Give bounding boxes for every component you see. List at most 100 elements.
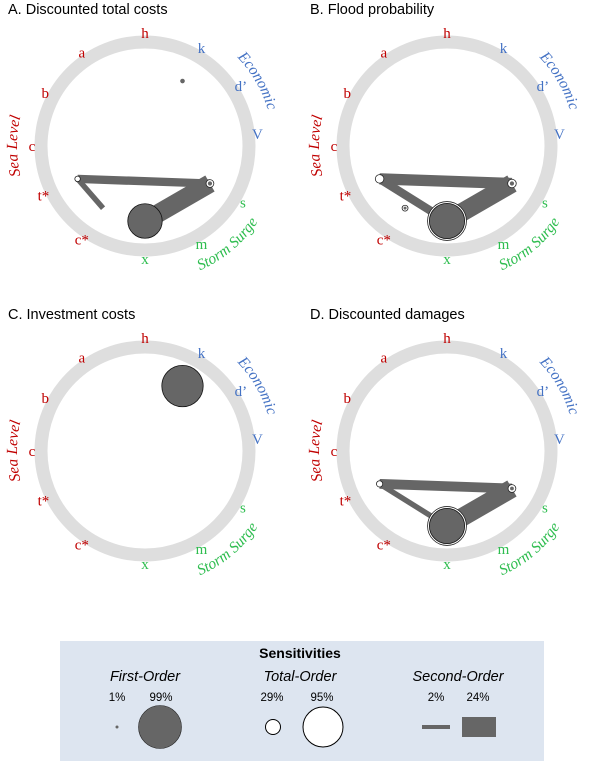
- parameter-label: k: [198, 41, 206, 57]
- parameter-label: x: [141, 252, 149, 268]
- parameter-label: m: [498, 237, 510, 253]
- legend-total-order-label: Total-Order: [264, 669, 338, 685]
- parameter-label: k: [500, 41, 508, 57]
- group-ring: [336, 340, 558, 562]
- first-order-circle: [509, 181, 515, 186]
- legend-total-order-min: 29%: [260, 692, 283, 704]
- first-order-circle: [207, 181, 213, 186]
- group-ring: [34, 340, 256, 562]
- parameter-label: a: [380, 45, 387, 61]
- panel-title: B. Flood probability: [310, 2, 435, 18]
- legend-total-order-max: 95%: [310, 692, 333, 704]
- group-label-sea-level: Sea Level: [306, 419, 326, 484]
- parameter-label: a: [78, 45, 85, 61]
- group-label-sea-level: Sea Level: [4, 419, 24, 484]
- legend-title: Sensitivities: [259, 645, 341, 661]
- panel-title: A. Discounted total costs: [8, 2, 168, 18]
- legend-first-order-max-circle: [138, 705, 182, 749]
- parameter-label: h: [141, 26, 149, 42]
- parameter-label: s: [240, 501, 246, 517]
- second-order-link: [75, 177, 106, 210]
- parameter-label: t*: [38, 189, 50, 205]
- second-order-link: [379, 173, 513, 190]
- legend-second-order-min-bar: [422, 725, 450, 729]
- legend-second-order-label: Second-Order: [412, 669, 504, 685]
- parameter-label: d’: [235, 79, 248, 95]
- parameter-label: c: [29, 444, 36, 460]
- parameter-label: h: [443, 331, 451, 347]
- panel-title: D. Discounted damages: [310, 307, 465, 323]
- group-label-sea-level: Sea Level: [306, 114, 326, 179]
- legend-graphic: Sensitivities First-Order 1% 99% Total-O…: [109, 645, 505, 749]
- panel-title: C. Investment costs: [8, 307, 136, 323]
- parameter-label: m: [196, 542, 208, 558]
- parameter-label: d’: [537, 384, 550, 400]
- parameter-label: t*: [340, 189, 352, 205]
- parameter-label: b: [41, 391, 49, 407]
- parameter-label: a: [78, 350, 85, 366]
- parameter-label: s: [240, 196, 246, 212]
- parameter-label: b: [343, 391, 351, 407]
- first-order-circle: [127, 203, 163, 239]
- parameter-label: d’: [537, 79, 550, 95]
- parameter-label: t*: [38, 494, 50, 510]
- second-order-link: [379, 478, 513, 494]
- first-order-circle: [428, 507, 466, 545]
- parameter-label: m: [498, 542, 510, 558]
- sensitivities-legend: Sensitivities First-Order 1% 99% Total-O…: [60, 641, 544, 761]
- legend-second-order-max-bar: [462, 717, 496, 737]
- parameter-label: a: [380, 350, 387, 366]
- legend-total-order-max-circle: [302, 706, 344, 748]
- parameter-label: V: [252, 127, 263, 143]
- first-order-circle: [403, 206, 407, 210]
- parameter-label: x: [141, 557, 149, 573]
- parameter-label: c: [331, 444, 338, 460]
- first-order-circle: [428, 202, 466, 240]
- group-ring: [336, 35, 558, 257]
- parameter-label: h: [141, 331, 149, 347]
- parameter-label: s: [542, 196, 548, 212]
- parameter-label: m: [196, 237, 208, 253]
- parameter-label: c: [331, 139, 338, 155]
- legend-second-order-max: 24%: [466, 692, 489, 704]
- parameter-label: d’: [235, 384, 248, 400]
- parameter-label: x: [443, 557, 451, 573]
- parameter-label: t*: [340, 494, 352, 510]
- parameter-label: V: [554, 127, 565, 143]
- legend-first-order-min-circle: [115, 725, 119, 729]
- parameter-label: c: [29, 139, 36, 155]
- legend-first-order-min: 1%: [109, 692, 126, 704]
- parameter-label: x: [443, 252, 451, 268]
- parameter-label: s: [542, 501, 548, 517]
- first-order-circle: [180, 78, 185, 84]
- first-order-circle: [510, 486, 514, 491]
- legend-total-order-min-circle: [265, 719, 281, 735]
- total-order-circle: [374, 174, 385, 184]
- parameter-label: k: [500, 346, 508, 362]
- legend-first-order-max: 99%: [149, 692, 172, 704]
- legend-first-order-label: First-Order: [110, 669, 181, 685]
- parameter-label: b: [343, 86, 351, 102]
- parameter-label: c*: [75, 233, 89, 249]
- parameter-label: h: [443, 26, 451, 42]
- parameter-label: b: [41, 86, 49, 102]
- legend-second-order-min: 2%: [428, 692, 445, 704]
- parameter-label: V: [554, 432, 565, 448]
- total-order-circle: [376, 480, 384, 488]
- group-label-sea-level: Sea Level: [4, 114, 24, 179]
- group-ring: [34, 35, 256, 257]
- first-order-circle: [161, 364, 204, 408]
- parameter-label: c*: [377, 538, 391, 554]
- parameter-label: V: [252, 432, 263, 448]
- parameter-label: k: [198, 346, 206, 362]
- second-order-link: [77, 174, 211, 188]
- parameter-label: c*: [377, 233, 391, 249]
